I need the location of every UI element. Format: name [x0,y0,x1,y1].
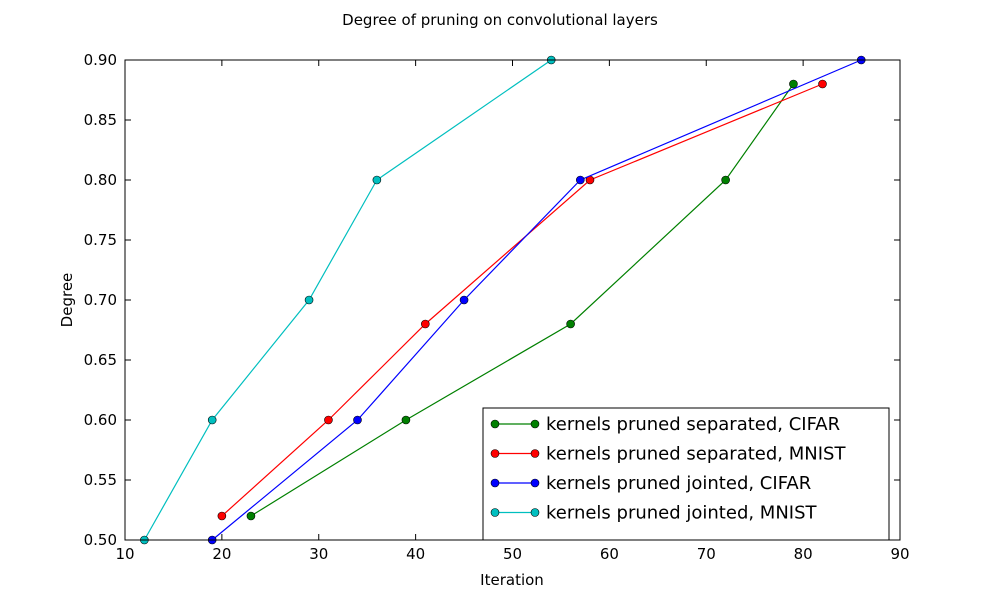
x-tick-label: 70 [697,545,716,563]
y-tick-label: 0.60 [84,411,117,429]
legend-marker [490,508,500,517]
data-point [789,79,798,89]
data-point [372,175,382,185]
y-tick-label: 0.80 [84,171,117,189]
legend-entry: kernels pruned separated, MNIST [490,444,846,465]
legend-marker [490,478,500,488]
legend-box [482,407,890,541]
x-tick-label: 20 [212,545,231,563]
y-tick-label: 0.55 [84,471,117,489]
x-tick-label: 60 [600,545,619,563]
data-point [721,175,730,185]
data-point [421,319,430,329]
legend-entry: kernels pruned jointed, CIFAR [490,473,811,494]
legend-marker [530,508,540,517]
data-point [217,511,227,521]
legend-marker [530,449,540,458]
x-tick-label: 50 [503,545,522,563]
x-tick-label: 40 [406,545,425,563]
legend-label: kernels pruned jointed, CIFAR [546,473,811,494]
legend-label: kernels pruned separated, MNIST [546,444,846,465]
legend-marker [530,478,540,488]
y-tick-label: 0.85 [84,111,117,129]
y-tick-label: 0.90 [84,51,117,69]
series-0 [246,79,798,521]
chart-title: Degree of pruning on convolutional layer… [342,11,658,29]
series-1 [217,79,827,521]
data-point [207,415,217,425]
y-tick-label: 0.50 [84,531,117,549]
data-point [566,319,575,329]
legend-marker [490,419,500,429]
legend: kernels pruned separated, CIFAR kernels p… [482,407,890,541]
data-point [246,511,256,521]
data-point [401,415,411,425]
x-axis-label: Iteration [480,571,544,589]
data-point [459,295,469,305]
x-tick-label: 10 [115,545,134,563]
legend-marker [490,449,500,458]
data-point [576,175,585,185]
plot-area [140,55,866,545]
legend-label: kernels pruned separated, CIFAR [546,414,840,435]
legend-entry: kernels pruned jointed, MNIST [490,503,818,524]
y-tick-label: 0.70 [84,291,117,309]
y-tick-label: 0.75 [84,231,117,249]
x-tick-label: 30 [309,545,328,563]
legend-label: kernels pruned jointed, MNIST [546,503,818,524]
data-point [324,415,333,425]
data-point [818,79,827,89]
axes: 10 20 30 40 50 60 70 80 90 0.50 0.55 0.60 0.65 0.70 0.… [84,51,910,563]
data-point [304,295,314,305]
legend-marker [530,419,540,429]
legend-entry: kernels pruned separated, CIFAR [490,414,840,435]
y-axis-label: Degree [58,273,76,328]
data-point [353,415,362,425]
x-tick-label: 80 [794,545,813,563]
y-tick-label: 0.65 [84,351,117,369]
x-tick-label: 90 [890,545,909,563]
